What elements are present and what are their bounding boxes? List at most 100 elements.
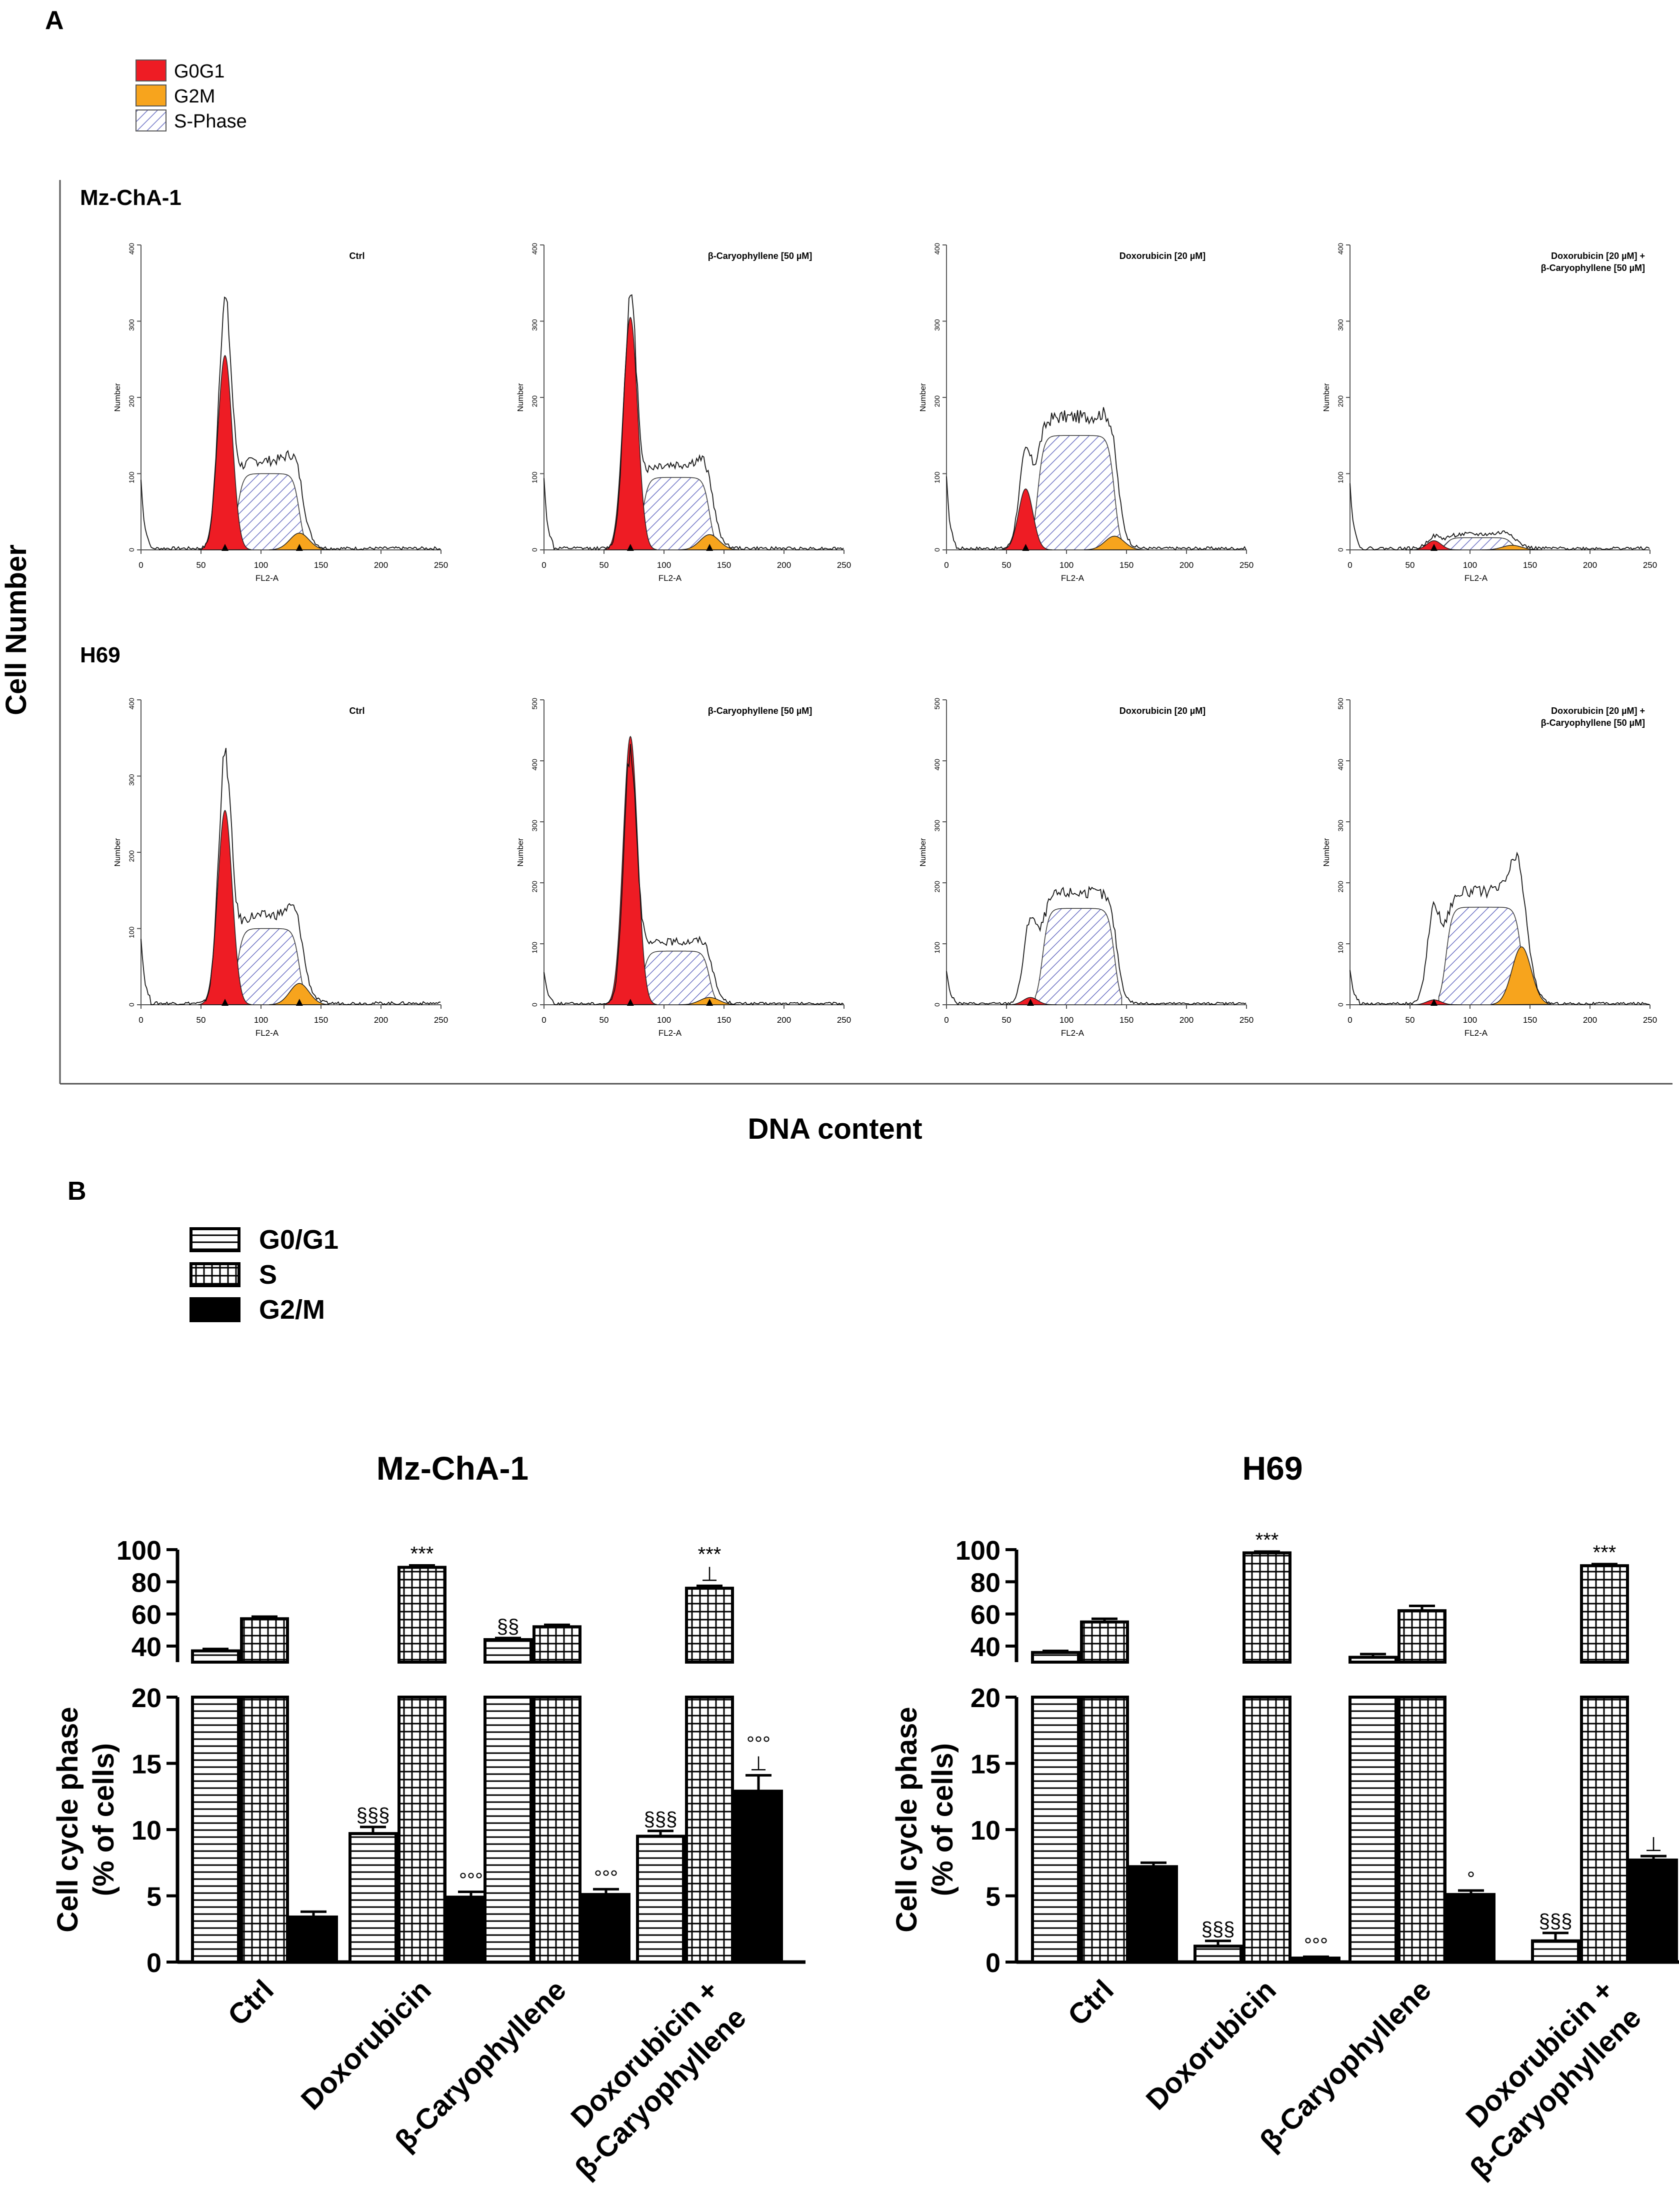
s-phase-area bbox=[1438, 907, 1530, 1005]
y-tick-label: 0 bbox=[146, 1948, 162, 1978]
histogram-y-label: Number bbox=[516, 383, 525, 412]
histogram-y-tick-label: 300 bbox=[530, 820, 538, 832]
histogram-y-tick-label: 300 bbox=[933, 319, 941, 331]
bar-segment bbox=[685, 1587, 734, 1664]
histogram-y-tick-label: 0 bbox=[1336, 1003, 1344, 1007]
histogram-y-tick-label: 0 bbox=[1336, 548, 1344, 552]
y-tick-label: 10 bbox=[132, 1816, 162, 1846]
histogram-y-label: Number bbox=[1322, 838, 1331, 867]
y-axis-title: Cell cycle phase bbox=[52, 1707, 84, 1932]
histogram-x-tick-label: 0 bbox=[1348, 560, 1352, 570]
bar-segment bbox=[685, 1696, 734, 1964]
histogram-y-tick-label: 100 bbox=[128, 926, 136, 938]
significance-mark: §§§ bbox=[1539, 1911, 1572, 1933]
histogram-title: β-Caryophyllene [50 µM] bbox=[1541, 263, 1645, 273]
bar-g0g1-1: §§§ bbox=[348, 1805, 398, 1964]
histogram-x-tick-label: 50 bbox=[600, 1015, 609, 1025]
bar-g0g1-0 bbox=[191, 1648, 240, 1964]
bar-g2m-0 bbox=[289, 1910, 338, 1964]
bar-segment bbox=[191, 1649, 240, 1664]
histogram-x-tick-label: 100 bbox=[254, 1015, 268, 1025]
bar-segment bbox=[240, 1696, 289, 1964]
histogram-y-tick-label: 300 bbox=[1336, 820, 1344, 832]
histogram-plot: 0 100 200 300 400 0 50 100 150 200 250 Number FL2-A D… bbox=[919, 243, 1254, 583]
legend-label-s-phase: S-Phase bbox=[174, 111, 247, 132]
histogram-plot: 0 100 200 300 400 500 0 50 100 150 200 250 Number FL2… bbox=[516, 698, 851, 1038]
histogram-y-tick-label: 200 bbox=[933, 881, 941, 893]
g2m-peak bbox=[269, 983, 330, 1005]
histogram-trace bbox=[544, 744, 844, 1006]
histogram-y-label: Number bbox=[919, 838, 928, 867]
peak-marker bbox=[1027, 999, 1034, 1006]
histogram-y-tick-label: 200 bbox=[933, 395, 941, 407]
legend-swatch-g2m-bar bbox=[190, 1297, 240, 1322]
histogram-x-label: FL2-A bbox=[256, 1028, 279, 1038]
bar-g2m-3: ⊥°°° bbox=[734, 1733, 783, 1964]
y-tick-label: 100 bbox=[116, 1536, 162, 1566]
histogram-x-tick-label: 250 bbox=[1643, 1015, 1657, 1025]
y-tick-label: 5 bbox=[146, 1882, 162, 1912]
histogram-y-tick-label: 100 bbox=[530, 942, 538, 954]
histogram-x-tick-label: 250 bbox=[837, 560, 851, 570]
histogram-y-tick-label: 500 bbox=[933, 698, 941, 710]
histogram-x-tick-label: 200 bbox=[1180, 1015, 1194, 1025]
panel-b-label: B bbox=[68, 1177, 86, 1206]
category-label: Ctrl bbox=[222, 1974, 280, 2032]
histogram-title: Ctrl bbox=[350, 706, 365, 716]
y-tick-label: 20 bbox=[970, 1683, 1000, 1713]
chart-title: H69 bbox=[1242, 1450, 1302, 1487]
legend-label-g2m-bar: G2/M bbox=[259, 1295, 325, 1325]
histogram-x-tick-label: 200 bbox=[374, 560, 388, 570]
histogram-x-tick-label: 0 bbox=[542, 1015, 546, 1025]
histogram-y-label: Number bbox=[516, 838, 525, 867]
histogram-y-tick-label: 300 bbox=[128, 319, 136, 331]
g0g1-peak bbox=[998, 488, 1052, 550]
significance-mark: ⊥ bbox=[1645, 1834, 1662, 1856]
histogram-x-tick-label: 150 bbox=[1523, 560, 1537, 570]
histogram-x-tick-label: 50 bbox=[1002, 1015, 1012, 1025]
panel-a-label: A bbox=[45, 6, 64, 35]
histogram-x-tick-label: 150 bbox=[717, 560, 731, 570]
bar-segment bbox=[1348, 1696, 1398, 1964]
histogram-x-tick-label: 100 bbox=[254, 560, 268, 570]
histogram-y-tick-label: 0 bbox=[933, 1003, 941, 1007]
y-tick-label: 15 bbox=[132, 1750, 162, 1780]
s-phase-area bbox=[1030, 435, 1122, 550]
histogram-plot: 0 100 200 300 400 0 50 100 150 200 250 Number FL2-A β… bbox=[516, 243, 851, 583]
significance-mark: *** bbox=[410, 1543, 434, 1565]
bar-g0g1-3: §§§ bbox=[636, 1809, 685, 1964]
bar-s-1: *** bbox=[398, 1543, 446, 1964]
category-label: Doxorubicin bbox=[1140, 1974, 1282, 2116]
histogram-trace bbox=[140, 296, 441, 551]
bar-segment bbox=[1129, 1865, 1178, 1964]
y-tick-label: 80 bbox=[970, 1568, 1000, 1598]
bar-segment bbox=[240, 1617, 289, 1664]
histogram-title: Doxorubicin [20 µM] bbox=[1120, 706, 1206, 716]
histogram-x-label: FL2-A bbox=[1464, 573, 1488, 583]
g2m-peak bbox=[1491, 946, 1552, 1005]
peak-marker bbox=[626, 544, 634, 551]
significance-mark: °°° bbox=[459, 1870, 483, 1892]
bar-segment bbox=[1398, 1609, 1446, 1664]
significance-mark: §§§ bbox=[356, 1805, 390, 1827]
histogram-x-tick-label: 0 bbox=[138, 1015, 143, 1025]
histogram-x-tick-label: 100 bbox=[657, 1015, 671, 1025]
bar-segment bbox=[1242, 1551, 1292, 1664]
bar-segment bbox=[1292, 1957, 1340, 1964]
peak-marker bbox=[222, 544, 228, 551]
histogram-y-tick-label: 200 bbox=[1336, 881, 1344, 893]
bar-s-2 bbox=[532, 1623, 582, 1964]
bar-segment bbox=[1031, 1696, 1080, 1964]
histogram-x-tick-label: 50 bbox=[600, 560, 609, 570]
histogram-x-tick-label: 50 bbox=[196, 560, 206, 570]
histogram-y-tick-label: 400 bbox=[128, 243, 136, 255]
histogram-x-tick-label: 0 bbox=[944, 1015, 948, 1025]
histogram-y-tick-label: 300 bbox=[530, 319, 538, 331]
histogram-trace bbox=[946, 407, 1246, 551]
histogram-y-tick-label: 100 bbox=[530, 471, 538, 483]
significance-mark: *** bbox=[1256, 1529, 1279, 1551]
s-phase-area bbox=[634, 477, 718, 550]
